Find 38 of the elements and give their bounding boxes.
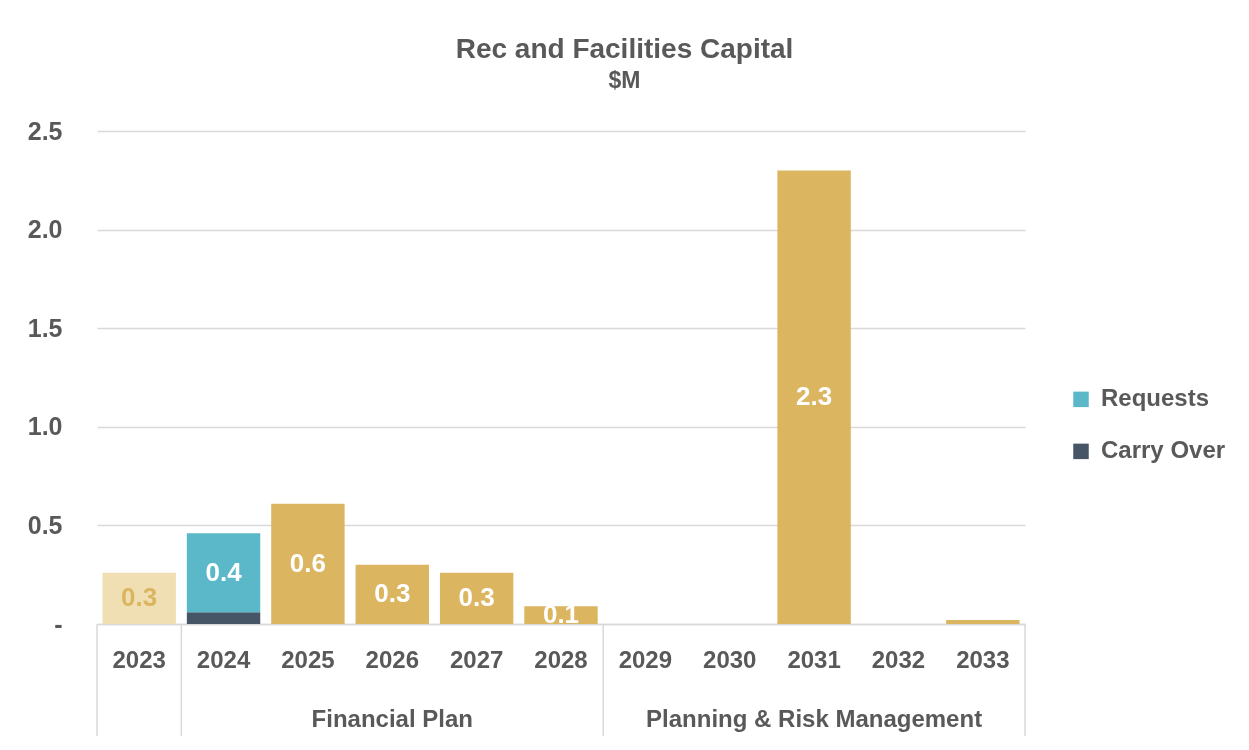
y-tick-label: 1.5 xyxy=(27,313,63,342)
data-label: 0.6 xyxy=(289,547,326,578)
bar xyxy=(355,564,429,624)
y-tick-label: 0.5 xyxy=(27,510,63,539)
data-label: 0.1 xyxy=(542,599,580,630)
y-tick-label: 2.5 xyxy=(27,116,63,145)
x-tick-label: 2023 xyxy=(112,645,166,673)
y-tick-label: 1.0 xyxy=(27,412,63,441)
data-label: 0.3 xyxy=(374,578,411,609)
x-tick-label: 2028 xyxy=(534,645,588,673)
x-tick-label: 2029 xyxy=(618,645,673,673)
data-label: 0.3 xyxy=(121,582,158,613)
legend-label: Carry Over xyxy=(1101,436,1226,464)
bar xyxy=(102,572,176,624)
text: Financial Plan xyxy=(311,705,473,732)
data-label: 0.3 xyxy=(458,582,495,613)
chart-subtitle: $M xyxy=(608,67,641,93)
text: Planning & Risk Management xyxy=(646,705,983,732)
x-tick-label: 2030 xyxy=(703,645,757,673)
bar xyxy=(186,612,261,624)
bar xyxy=(946,620,1020,624)
data-label: 2.3 xyxy=(796,381,833,412)
chart-title: Rec and Facilities Capital xyxy=(455,33,794,64)
x-tick-label: 2032 xyxy=(871,645,926,673)
data-label: 0.4 xyxy=(205,556,243,587)
bar xyxy=(271,503,345,624)
legend-label: Requests xyxy=(1101,384,1210,412)
bar xyxy=(439,572,514,624)
x-tick-label: 2027 xyxy=(449,645,504,673)
x-tick-label: 2031 xyxy=(787,645,841,673)
x-tick-label: 2025 xyxy=(281,645,335,673)
x-tick-label: 2026 xyxy=(365,645,419,673)
y-tick-label: - xyxy=(54,609,63,638)
bar xyxy=(777,170,851,624)
bar xyxy=(186,533,261,613)
x-tick-label: 2024 xyxy=(196,645,251,673)
x-tick-label: 2033 xyxy=(956,645,1010,673)
y-tick-label: 2.0 xyxy=(27,215,63,244)
